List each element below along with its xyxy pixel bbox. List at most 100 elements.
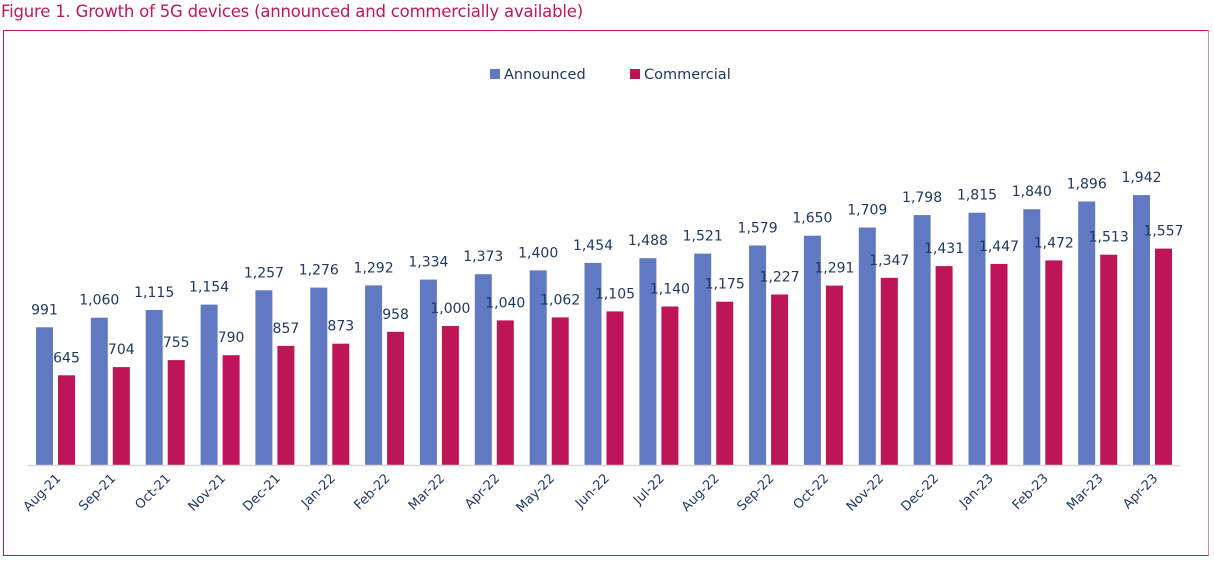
- data-label-commercial-Dec-21: 857: [273, 321, 300, 337]
- x-tick-label: Oct-22: [791, 471, 833, 513]
- data-label-announced-Sep-21: 1,060: [79, 293, 119, 309]
- data-label-announced-Feb-23: 1,840: [1012, 184, 1052, 200]
- data-label-commercial-Feb-22: 958: [382, 307, 409, 323]
- figure-title: Figure 1. Growth of 5G devices (announce…: [1, 2, 583, 21]
- data-label-announced-Jan-23: 1,815: [957, 188, 997, 204]
- data-label-announced-Nov-21: 1,154: [189, 280, 229, 296]
- bar-commercial-Sep-22: [771, 294, 789, 465]
- x-tick-label: Aug-21: [21, 471, 65, 515]
- data-label-announced-May-22: 1,400: [518, 245, 558, 261]
- data-label-announced-Aug-21: 991: [31, 302, 58, 318]
- bar-commercial-May-22: [551, 317, 569, 465]
- data-label-commercial-Jan-22: 873: [327, 319, 354, 335]
- bar-commercial-Apr-22: [496, 320, 514, 465]
- x-tick-label: Mar-23: [1064, 471, 1106, 513]
- x-tick-label: Mar-22: [406, 471, 448, 513]
- bar-announced-Nov-22: [858, 227, 876, 465]
- x-tick-label: Jul-22: [630, 471, 667, 508]
- bar-commercial-Dec-22: [935, 266, 953, 465]
- bars: [36, 195, 1172, 465]
- bar-announced-Apr-22: [474, 274, 492, 465]
- bar-commercial-Jan-23: [990, 263, 1008, 465]
- bar-announced-Aug-22: [694, 253, 712, 465]
- data-label-announced-Nov-22: 1,709: [847, 203, 887, 219]
- bar-announced-Mar-23: [1078, 201, 1096, 465]
- x-tick-label: Feb-22: [352, 471, 394, 513]
- x-tick-label: Jan-23: [956, 471, 997, 512]
- legend-label-announced: Announced: [504, 67, 586, 83]
- bar-commercial-Feb-22: [387, 331, 405, 465]
- data-label-commercial-Mar-23: 1,513: [1089, 230, 1129, 246]
- bar-commercial-Jan-22: [332, 343, 350, 465]
- data-label-announced-Jun-22: 1,454: [573, 238, 613, 254]
- data-label-commercial-Oct-21: 755: [163, 335, 190, 351]
- bar-announced-Mar-22: [419, 279, 437, 465]
- bar-announced-Sep-21: [90, 317, 108, 465]
- x-tick-label: Sep-21: [76, 471, 119, 514]
- x-tick-label: May-22: [514, 471, 558, 515]
- data-label-announced-Jul-22: 1,488: [628, 233, 668, 249]
- bar-announced-Aug-21: [36, 327, 53, 465]
- data-label-announced-Jan-22: 1,276: [299, 263, 339, 279]
- data-label-announced-Dec-21: 1,257: [244, 265, 284, 281]
- bar-announced-Dec-21: [255, 290, 273, 465]
- legend-label-commercial: Commercial: [644, 67, 731, 83]
- data-label-commercial-Nov-21: 790: [218, 330, 245, 346]
- data-labels: 991 645 1,060 704 1,115 755 1,154 790 1,257 857 1,…: [31, 170, 1183, 366]
- data-label-commercial-Jun-22: 1,105: [595, 286, 635, 302]
- data-label-announced-Dec-22: 1,798: [902, 190, 942, 206]
- data-label-commercial-Jul-22: 1,140: [650, 282, 690, 298]
- bar-commercial-Feb-23: [1045, 260, 1063, 465]
- x-tick-label: Dec-21: [240, 471, 283, 514]
- bar-announced-Dec-22: [913, 215, 931, 465]
- data-label-commercial-Apr-23: 1,557: [1143, 224, 1183, 240]
- data-label-commercial-Feb-23: 1,472: [1034, 235, 1074, 251]
- data-label-commercial-Sep-21: 704: [108, 342, 135, 358]
- data-label-announced-Aug-22: 1,521: [683, 229, 723, 245]
- data-label-announced-Mar-22: 1,334: [408, 255, 448, 271]
- bar-announced-Jan-22: [310, 287, 328, 465]
- x-tick-label: Aug-22: [679, 471, 723, 515]
- data-label-announced-Oct-21: 1,115: [134, 285, 174, 301]
- data-label-commercial-Aug-22: 1,175: [705, 277, 745, 293]
- data-label-commercial-Nov-22: 1,347: [869, 253, 909, 269]
- data-label-commercial-Mar-22: 1,000: [430, 301, 470, 317]
- data-label-commercial-Aug-21: 645: [53, 350, 80, 366]
- bar-announced-Nov-21: [200, 304, 218, 465]
- legend-swatch-commercial: [630, 69, 640, 79]
- bar-announced-Jul-22: [639, 258, 657, 465]
- bar-commercial-Nov-22: [880, 277, 898, 465]
- bar-commercial-Mar-23: [1100, 254, 1118, 465]
- data-label-commercial-Sep-22: 1,227: [760, 270, 800, 286]
- bar-commercial-Jul-22: [661, 306, 679, 465]
- bar-announced-Feb-22: [365, 285, 383, 465]
- bar-commercial-Dec-21: [277, 345, 295, 465]
- x-tick-label: Apr-23: [1120, 471, 1161, 512]
- bar-announced-Apr-23: [1133, 195, 1150, 465]
- data-label-commercial-Dec-22: 1,431: [924, 241, 964, 257]
- bar-announced-Jun-22: [584, 262, 602, 465]
- x-tick-label: Jan-22: [298, 471, 339, 512]
- bar-commercial-Nov-21: [222, 355, 240, 465]
- x-tick-label: Feb-23: [1010, 471, 1052, 513]
- x-tick-label: Nov-21: [186, 471, 229, 514]
- bar-commercial-Oct-21: [167, 360, 185, 465]
- data-label-announced-Feb-22: 1,292: [354, 260, 394, 276]
- data-label-commercial-Apr-22: 1,040: [485, 295, 525, 311]
- bar-announced-Oct-21: [145, 310, 163, 465]
- data-label-announced-Apr-23: 1,942: [1121, 170, 1161, 186]
- bar-commercial-Mar-22: [441, 326, 459, 465]
- x-tick-label: Dec-22: [899, 471, 942, 514]
- bar-announced-Jan-23: [968, 212, 986, 465]
- bar-commercial-Aug-22: [716, 301, 734, 465]
- bar-commercial-Aug-21: [58, 375, 75, 465]
- x-tick-labels: Aug-21 Sep-21 Oct-21 Nov-21 Dec-21 Jan-22 Feb-…: [21, 471, 1162, 515]
- x-tick-label: Oct-21: [133, 471, 175, 513]
- x-tick-label: Nov-22: [844, 471, 887, 514]
- data-label-commercial-Jan-23: 1,447: [979, 239, 1019, 255]
- bar-commercial-Sep-21: [112, 367, 130, 465]
- x-tick-label: Apr-22: [462, 471, 503, 512]
- bar-announced-Sep-22: [749, 245, 767, 465]
- data-label-announced-Apr-22: 1,373: [463, 249, 503, 265]
